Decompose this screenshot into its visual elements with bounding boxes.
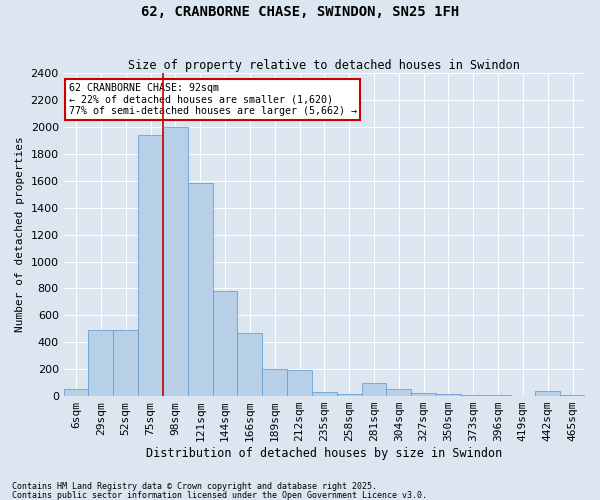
Bar — [262, 369, 287, 396]
Title: Size of property relative to detached houses in Swindon: Size of property relative to detached ho… — [128, 59, 520, 72]
Bar — [411, 394, 436, 396]
Text: Contains public sector information licensed under the Open Government Licence v3: Contains public sector information licen… — [12, 490, 427, 500]
Bar — [113, 330, 138, 396]
X-axis label: Distribution of detached houses by size in Swindon: Distribution of detached houses by size … — [146, 447, 502, 460]
Bar — [163, 127, 188, 396]
Bar — [138, 135, 163, 396]
Bar — [362, 382, 386, 396]
Bar — [461, 394, 485, 396]
Bar — [436, 394, 461, 396]
Bar — [560, 394, 585, 396]
Bar — [212, 291, 238, 396]
Bar — [287, 370, 312, 396]
Bar — [88, 330, 113, 396]
Bar — [312, 392, 337, 396]
Y-axis label: Number of detached properties: Number of detached properties — [15, 136, 25, 332]
Bar — [386, 390, 411, 396]
Text: 62 CRANBORNE CHASE: 92sqm
← 22% of detached houses are smaller (1,620)
77% of se: 62 CRANBORNE CHASE: 92sqm ← 22% of detac… — [69, 83, 357, 116]
Bar — [64, 388, 88, 396]
Bar — [337, 394, 362, 396]
Bar — [238, 333, 262, 396]
Bar — [535, 390, 560, 396]
Text: Contains HM Land Registry data © Crown copyright and database right 2025.: Contains HM Land Registry data © Crown c… — [12, 482, 377, 491]
Bar — [188, 184, 212, 396]
Text: 62, CRANBORNE CHASE, SWINDON, SN25 1FH: 62, CRANBORNE CHASE, SWINDON, SN25 1FH — [141, 5, 459, 19]
